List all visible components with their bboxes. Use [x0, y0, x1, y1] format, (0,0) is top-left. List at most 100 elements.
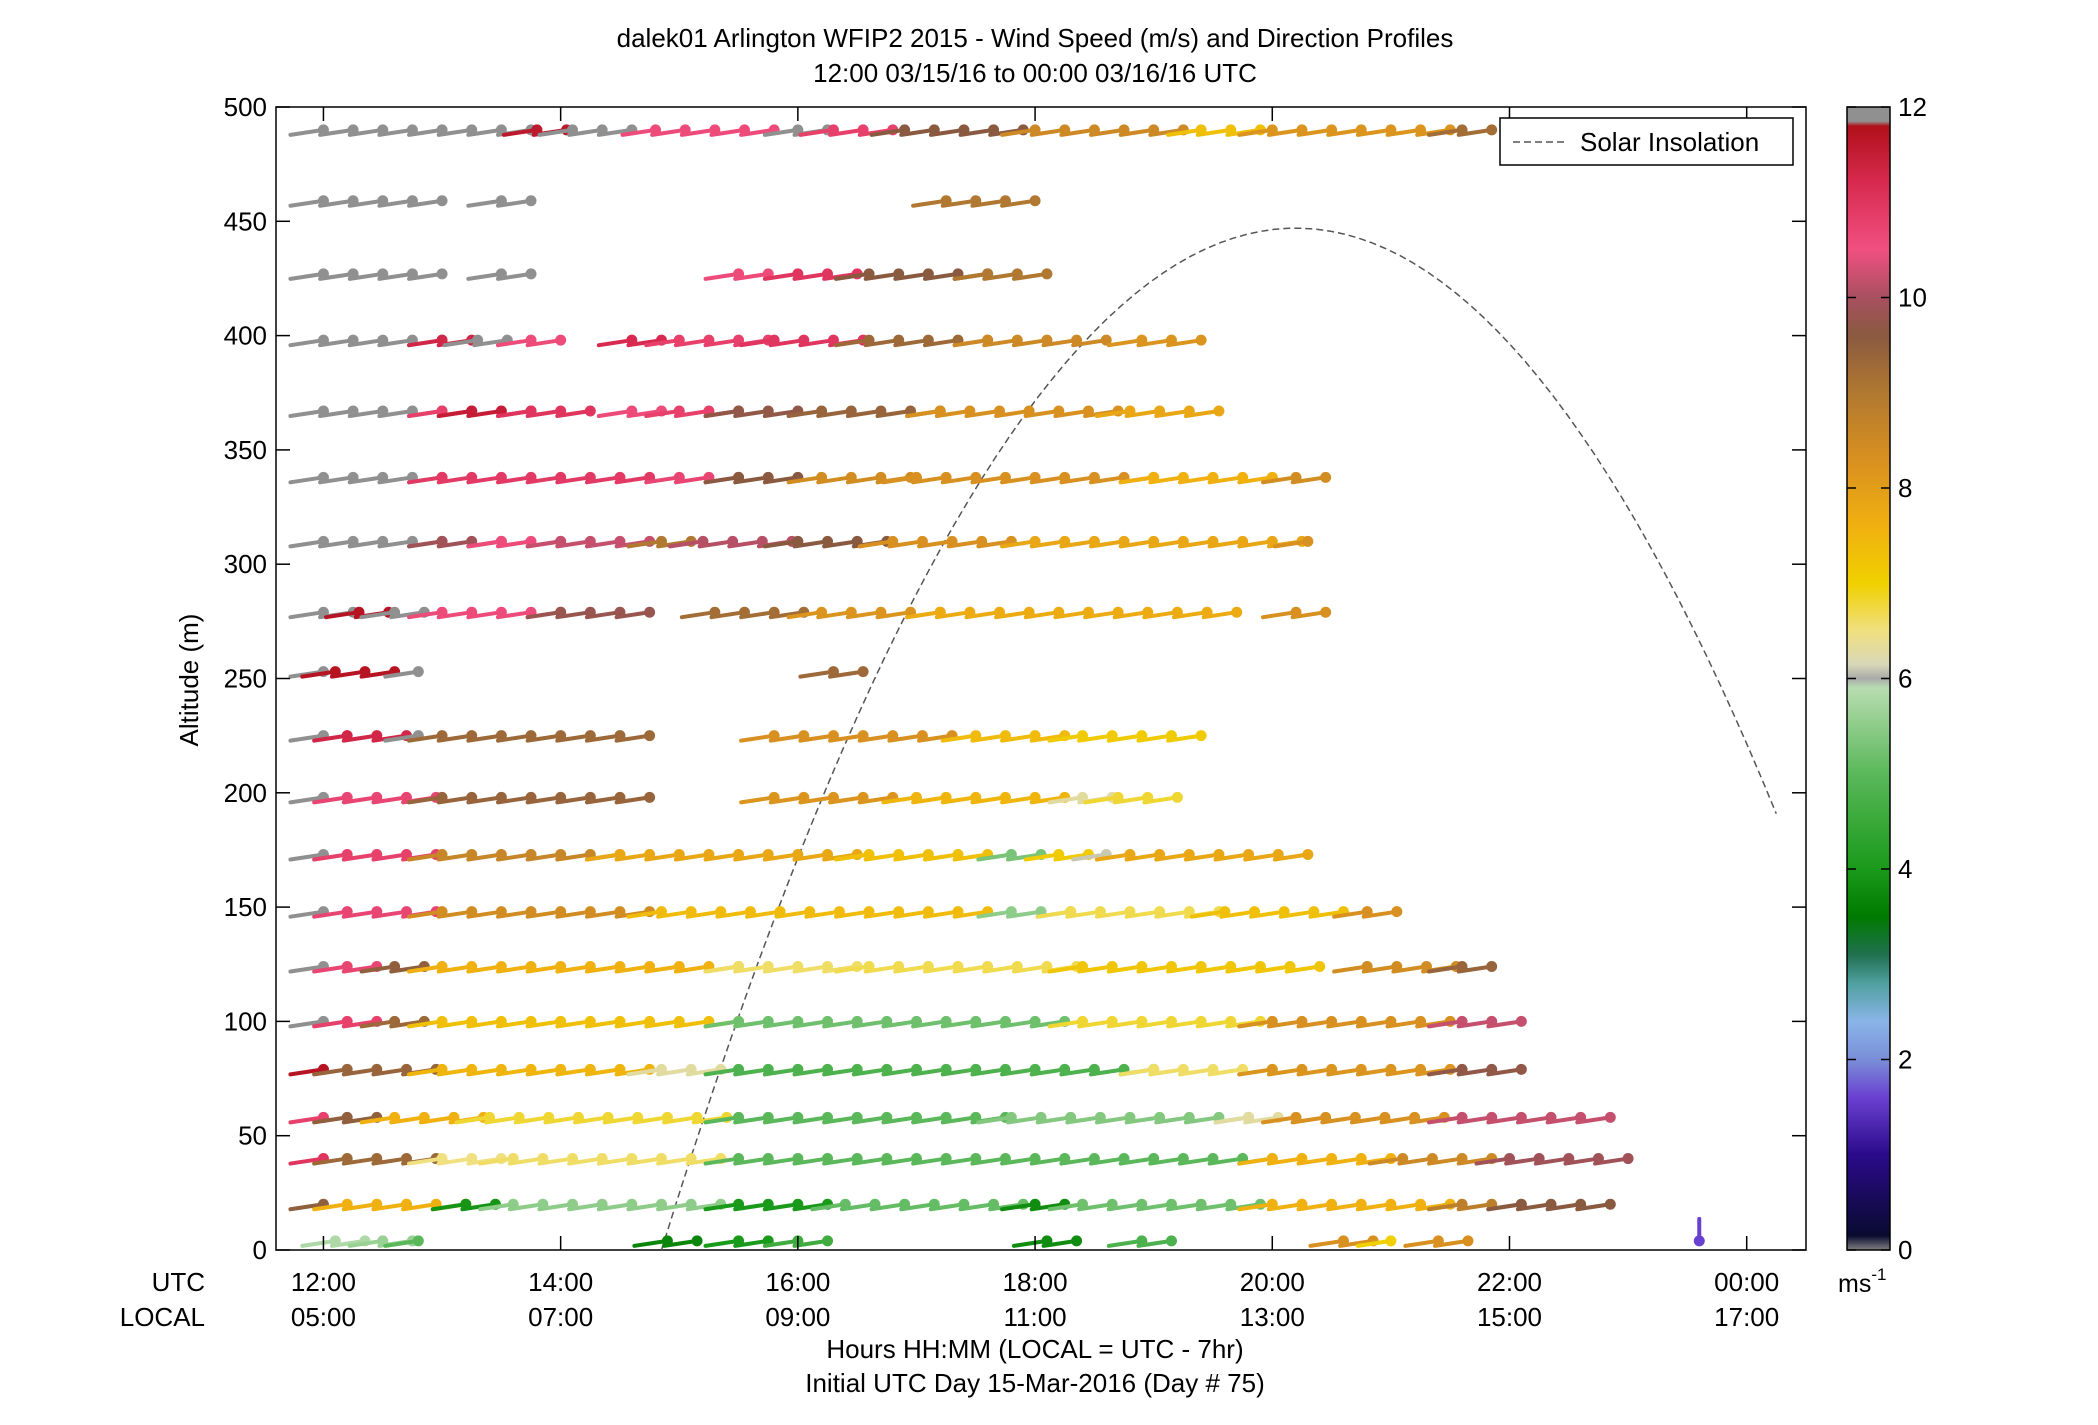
- wind-barb: [1089, 475, 1127, 485]
- y-tick-label: 450: [224, 206, 267, 236]
- wind-barb: [673, 338, 711, 348]
- wind-barb: [1290, 610, 1328, 620]
- wind-barb: [1124, 909, 1162, 919]
- wind-barb: [1000, 1156, 1038, 1166]
- wind-barb: [460, 1202, 498, 1212]
- wind-barb: [934, 610, 972, 620]
- wind-barb: [1136, 964, 1174, 974]
- wind-barb: [1000, 127, 1038, 137]
- wind-barb-dot: [1195, 334, 1207, 346]
- wind-barb: [1391, 964, 1429, 974]
- wind-barb: [1089, 539, 1127, 549]
- wind-barb-dot: [1515, 1015, 1527, 1027]
- wind-barb: [1177, 1156, 1215, 1166]
- wind-barb: [970, 1067, 1008, 1077]
- wind-barb: [1296, 1202, 1334, 1212]
- wind-barb: [768, 795, 806, 805]
- wind-barb: [709, 127, 747, 137]
- wind-barb: [288, 127, 326, 137]
- wind-barb: [496, 733, 533, 743]
- wind-barb: [703, 338, 741, 348]
- wind-barb: [1326, 1019, 1364, 1029]
- wind-barb: [1237, 1202, 1275, 1212]
- barb-row: [288, 730, 1207, 743]
- wind-barb: [940, 1019, 978, 1029]
- wind-barb: [739, 733, 777, 743]
- wind-barb: [745, 909, 783, 919]
- wind-barb: [1166, 1019, 1204, 1029]
- wind-barb: [739, 795, 777, 805]
- wind-barb: [347, 198, 385, 208]
- wind-barb: [792, 1115, 830, 1125]
- wind-barb: [1136, 1202, 1174, 1212]
- barb-row: [288, 124, 1498, 137]
- wind-barb: [893, 271, 931, 281]
- wind-barb: [1367, 1156, 1405, 1166]
- wind-barb: [1089, 1067, 1127, 1077]
- wind-barb: [377, 271, 415, 281]
- wind-barb: [466, 964, 504, 974]
- wind-barb: [928, 1202, 966, 1212]
- wind-barb: [1059, 127, 1097, 137]
- wind-barb: [1124, 1115, 1162, 1125]
- wind-barb: [863, 852, 901, 862]
- wind-barb: [733, 475, 771, 485]
- colorbar-unit-base: ms: [1838, 1270, 1871, 1298]
- wind-barb: [1053, 852, 1091, 862]
- wind-barb: [697, 539, 735, 549]
- wind-barb: [341, 1067, 379, 1077]
- wind-barb-dot: [1622, 1153, 1634, 1165]
- wind-barb: [1166, 1202, 1204, 1212]
- wind-barb: [620, 127, 658, 137]
- wind-barb: [964, 610, 1002, 620]
- wind-barb: [1154, 909, 1192, 919]
- wind-barb: [875, 409, 913, 419]
- wind-barb: [733, 1115, 771, 1125]
- wind-barb: [1272, 539, 1310, 549]
- wind-barb: [822, 1067, 860, 1077]
- wind-barb: [798, 795, 836, 805]
- wind-barb: [1047, 733, 1085, 743]
- wind-barb: [733, 1156, 771, 1166]
- wind-barb: [584, 610, 622, 620]
- wind-barb-dot: [1462, 1235, 1474, 1247]
- wind-barb: [922, 338, 960, 348]
- wind-barb: [496, 338, 533, 348]
- wind-barb: [1112, 610, 1150, 620]
- wind-barb: [1071, 852, 1109, 862]
- wind-barb: [899, 127, 937, 137]
- x-tick-label-utc: 16:00: [765, 1267, 830, 1297]
- wind-barb: [976, 909, 1014, 919]
- wind-barb: [318, 271, 356, 281]
- wind-barb: [1296, 1067, 1334, 1077]
- wind-barb: [1000, 795, 1038, 805]
- wind-barb: [312, 1067, 350, 1077]
- wind-barb: [905, 409, 943, 419]
- wind-barb: [845, 610, 883, 620]
- wind-barb: [863, 909, 901, 919]
- wind-barb: [341, 1202, 379, 1212]
- wind-barb: [1349, 1115, 1387, 1125]
- wind-barb: [407, 1067, 445, 1077]
- wind-barb: [389, 1019, 427, 1029]
- wind-barb: [662, 1238, 700, 1248]
- wind-barb: [881, 1156, 919, 1166]
- wind-barb: [644, 338, 682, 348]
- wind-barb: [970, 198, 1008, 208]
- wind-barb: [602, 1115, 640, 1125]
- barb-row: [288, 471, 1332, 485]
- wind-barb: [786, 475, 824, 485]
- wind-barb: [893, 964, 931, 974]
- wind-barb: [1118, 1067, 1156, 1077]
- wind-barb: [407, 127, 445, 137]
- wind-barb: [525, 733, 563, 743]
- wind-barb: [1409, 1115, 1447, 1125]
- wind-barb: [685, 1156, 723, 1166]
- wind-barb: [656, 1202, 694, 1212]
- wind-barb: [496, 1067, 533, 1077]
- wind-barb: [341, 733, 379, 743]
- wind-barb: [1355, 1067, 1393, 1077]
- wind-barb: [1243, 1115, 1281, 1125]
- wind-barb: [709, 610, 747, 620]
- wind-barb-dot: [1195, 730, 1207, 742]
